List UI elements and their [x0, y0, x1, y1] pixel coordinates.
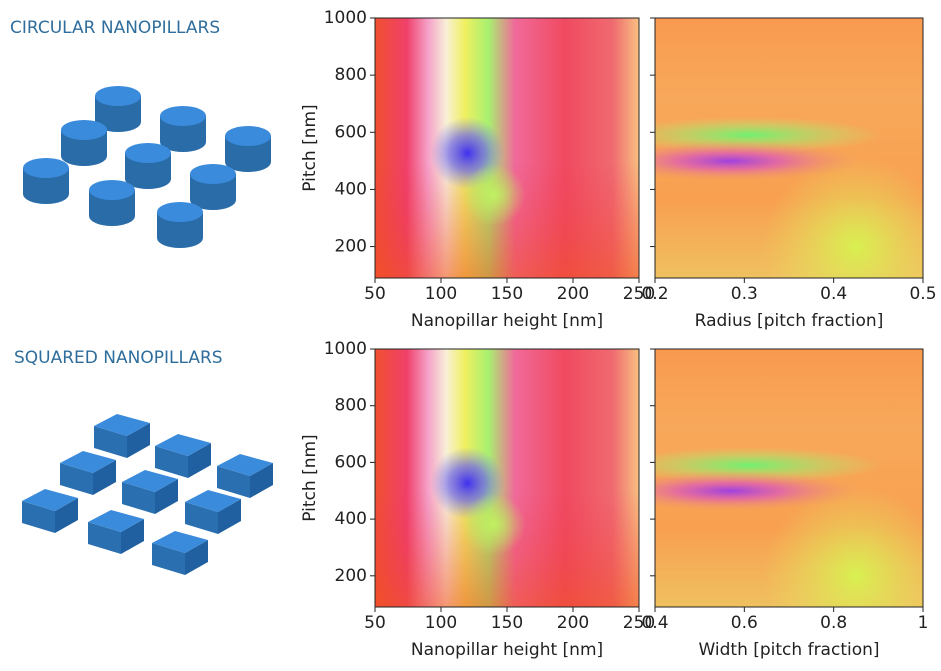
y-tick-label: 600 — [335, 452, 367, 472]
x-tick-label: 1 — [918, 613, 929, 633]
x-tick-label: 0.6 — [731, 613, 758, 633]
x-axis-label: Nanopillar height [nm] — [411, 640, 603, 660]
y-tick-label: 200 — [335, 237, 367, 257]
x-tick-label: 0.4 — [820, 284, 847, 304]
y-axis-label: Pitch [nm] — [300, 434, 320, 521]
x-tick-label: 150 — [491, 613, 523, 633]
y-tick-label: 400 — [335, 509, 367, 529]
circular-pillars — [23, 86, 271, 248]
y-tick-label: 1000 — [324, 8, 367, 28]
x-tick-label: 100 — [425, 284, 457, 304]
y-tick-label: 1000 — [324, 339, 367, 359]
x-tick-label: 150 — [491, 284, 523, 304]
x-axis-label: Radius [pitch fraction] — [695, 311, 884, 331]
section-title: SQUARED NANOPILLARS — [14, 348, 223, 368]
x-tick-label: 0.8 — [820, 613, 847, 633]
x-tick-label: 200 — [557, 613, 589, 633]
x-tick-label: 100 — [425, 613, 457, 633]
x-tick-label: 50 — [364, 613, 386, 633]
y-tick-label: 600 — [335, 122, 367, 142]
x-tick-label: 50 — [364, 284, 386, 304]
x-tick-label: 0.5 — [909, 284, 936, 304]
y-tick-label: 200 — [335, 566, 367, 586]
y-tick-label: 800 — [335, 65, 367, 85]
y-tick-label: 800 — [335, 396, 367, 416]
figure: CIRCULAR NANOPILLARS SQUARED NANOPILLARS… — [0, 0, 941, 671]
squared-pillars — [22, 414, 273, 575]
x-tick-label: 0.4 — [641, 613, 668, 633]
x-tick-label: 200 — [557, 284, 589, 304]
x-axis-label: Width [pitch fraction] — [698, 640, 879, 660]
x-tick-label: 0.3 — [731, 284, 758, 304]
y-axis-label: Pitch [nm] — [300, 104, 320, 191]
x-axis-label: Nanopillar height [nm] — [411, 311, 603, 331]
section-title: CIRCULAR NANOPILLARS — [10, 18, 220, 38]
y-tick-label: 400 — [335, 179, 367, 199]
x-tick-label: 0.2 — [641, 284, 668, 304]
